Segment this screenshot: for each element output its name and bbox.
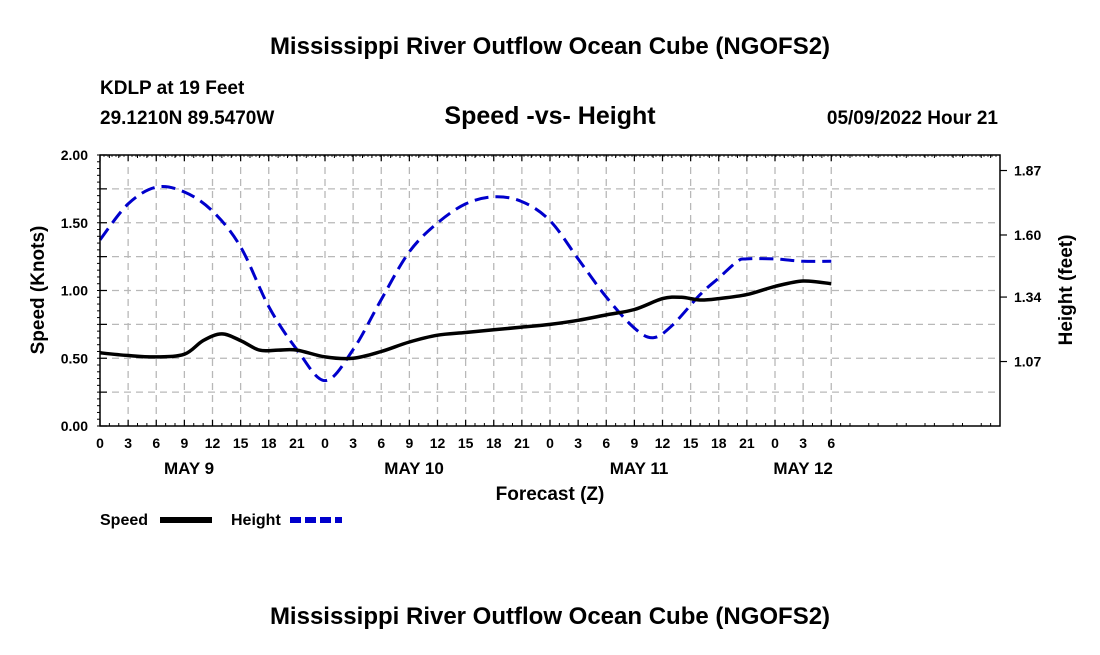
right-y-axis-title: Height (feet) bbox=[1056, 235, 1077, 346]
x-tick-label: 12 bbox=[205, 435, 221, 451]
right-y-tick-label: 1.60 bbox=[1014, 227, 1041, 243]
x-tick-label: 21 bbox=[514, 435, 530, 451]
legend-height-label: Height bbox=[231, 512, 281, 529]
x-axis-title: Forecast (Z) bbox=[496, 484, 605, 505]
x-tick-labels: 0 3 6 9 12 15 18 21 0 3 6 9 12 15 18 21 0 3 6 9 12 15 18 21 0 3 6 bbox=[96, 435, 835, 451]
x-tick-label: 6 bbox=[602, 435, 610, 451]
x-tick-label: 6 bbox=[152, 435, 160, 451]
grid-lines bbox=[100, 155, 1000, 426]
date-label: MAY 10 bbox=[384, 459, 444, 478]
date-label: MAY 9 bbox=[164, 459, 214, 478]
x-tick-label: 18 bbox=[486, 435, 502, 451]
left-y-tick-label: 0.00 bbox=[61, 418, 88, 434]
left-y-tick-label: 1.00 bbox=[61, 283, 88, 299]
x-tick-label: 12 bbox=[655, 435, 671, 451]
left-y-tick-label: 2.00 bbox=[61, 147, 88, 163]
x-tick-label: 9 bbox=[180, 435, 188, 451]
x-tick-label: 9 bbox=[405, 435, 413, 451]
x-tick-label: 3 bbox=[124, 435, 132, 451]
left-y-tick-labels: 0.00 0.50 1.00 1.50 2.00 bbox=[61, 147, 88, 434]
left-y-axis-title: Speed (Knots) bbox=[28, 226, 49, 355]
x-tick-label: 0 bbox=[546, 435, 554, 451]
footer-title: Mississippi River Outflow Ocean Cube (NG… bbox=[270, 603, 830, 630]
x-tick-label: 0 bbox=[96, 435, 104, 451]
right-y-tick-label: 1.87 bbox=[1014, 163, 1041, 179]
x-tick-label: 15 bbox=[458, 435, 474, 451]
height-series-line bbox=[98, 185, 832, 383]
x-tick-label: 18 bbox=[711, 435, 727, 451]
location-label: 29.1210N 89.5470W bbox=[100, 108, 274, 129]
x-tick-label: 18 bbox=[261, 435, 277, 451]
date-label: MAY 11 bbox=[610, 459, 669, 478]
station-label: KDLP at 19 Feet bbox=[100, 78, 245, 99]
x-tick-label: 3 bbox=[799, 435, 807, 451]
x-tick-label: 3 bbox=[574, 435, 582, 451]
chart-subtitle: Speed -vs- Height bbox=[444, 102, 656, 130]
date-labels: MAY 9 MAY 10 MAY 11 MAY 12 bbox=[164, 459, 833, 478]
x-tick-label: 15 bbox=[683, 435, 699, 451]
x-tick-label: 9 bbox=[630, 435, 638, 451]
x-tick-label: 15 bbox=[233, 435, 249, 451]
x-tick-label: 21 bbox=[739, 435, 755, 451]
right-y-tick-label: 1.34 bbox=[1014, 289, 1041, 305]
right-y-tick-label: 1.07 bbox=[1014, 354, 1041, 370]
left-y-tick-label: 0.50 bbox=[61, 350, 88, 366]
x-tick-label: 21 bbox=[289, 435, 305, 451]
date-label: MAY 12 bbox=[773, 459, 833, 478]
plot-frame bbox=[99, 154, 1001, 427]
left-y-tick-label: 1.50 bbox=[61, 215, 88, 231]
x-tick-label: 6 bbox=[827, 435, 835, 451]
speed-series-line bbox=[99, 279, 832, 361]
x-tick-label: 3 bbox=[349, 435, 357, 451]
legend-speed-label: Speed bbox=[100, 512, 148, 529]
x-tick-label: 0 bbox=[771, 435, 779, 451]
timestamp-label: 05/09/2022 Hour 21 bbox=[827, 108, 999, 129]
x-tick-label: 0 bbox=[321, 435, 329, 451]
chart-title: Mississippi River Outflow Ocean Cube (NG… bbox=[270, 33, 830, 60]
x-tick-label: 12 bbox=[430, 435, 446, 451]
legend: Speed Height bbox=[100, 512, 342, 529]
x-tick-label: 6 bbox=[377, 435, 385, 451]
right-y-tick-labels: 1.07 1.34 1.60 1.87 bbox=[1014, 163, 1041, 370]
